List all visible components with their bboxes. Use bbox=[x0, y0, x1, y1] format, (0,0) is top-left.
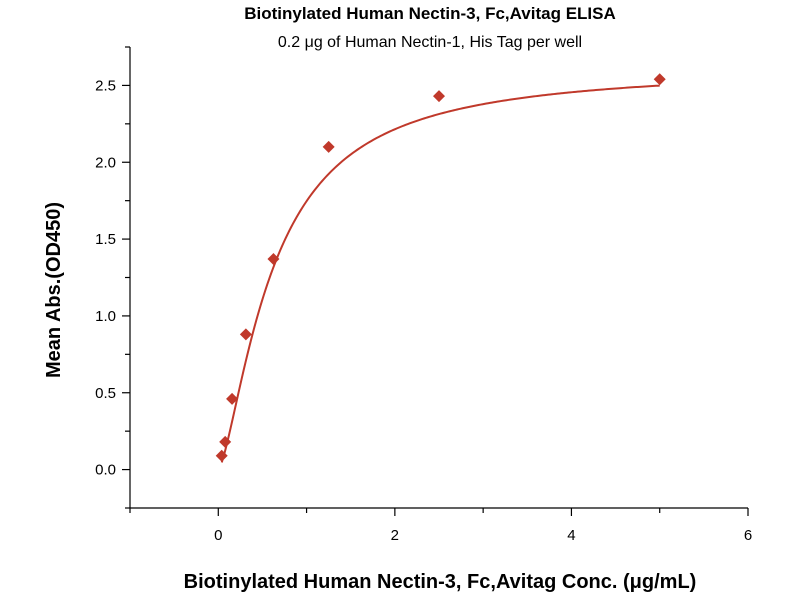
chart-title: Biotinylated Human Nectin-3, Fc,Avitag E… bbox=[244, 4, 616, 23]
y-tick-label: 2.5 bbox=[95, 77, 116, 94]
y-tick-label: 1.0 bbox=[95, 308, 116, 325]
chart-subtitle: 0.2 μg of Human Nectin-1, His Tag per we… bbox=[278, 34, 582, 51]
y-tick-label: 1.5 bbox=[95, 231, 116, 248]
y-axis-label: Mean Abs.(OD450) bbox=[43, 202, 65, 378]
data-point bbox=[433, 90, 445, 103]
data-points bbox=[215, 73, 666, 462]
fit-curve bbox=[220, 84, 660, 463]
x-tick-label: 0 bbox=[214, 527, 222, 544]
tick-labels: 0 2 4 6 0.0 0.5 1.0 1.5 2.0 2.5 bbox=[95, 77, 752, 544]
y-tick-label: 2.0 bbox=[95, 154, 116, 171]
data-point bbox=[239, 328, 252, 341]
data-point bbox=[226, 392, 239, 405]
y-tick-label: 0.5 bbox=[95, 385, 116, 402]
data-point bbox=[322, 140, 335, 153]
data-point bbox=[653, 73, 666, 86]
data-point bbox=[215, 449, 228, 462]
ticks bbox=[122, 46, 749, 516]
x-tick-label: 4 bbox=[567, 527, 575, 544]
data-point bbox=[267, 253, 280, 266]
data-point bbox=[219, 435, 232, 448]
x-tick-label: 2 bbox=[391, 527, 399, 544]
x-axis-label: Biotinylated Human Nectin-3, Fc,Avitag C… bbox=[184, 571, 697, 593]
y-tick-label: 0.0 bbox=[95, 462, 116, 479]
x-tick-label: 6 bbox=[744, 527, 752, 544]
